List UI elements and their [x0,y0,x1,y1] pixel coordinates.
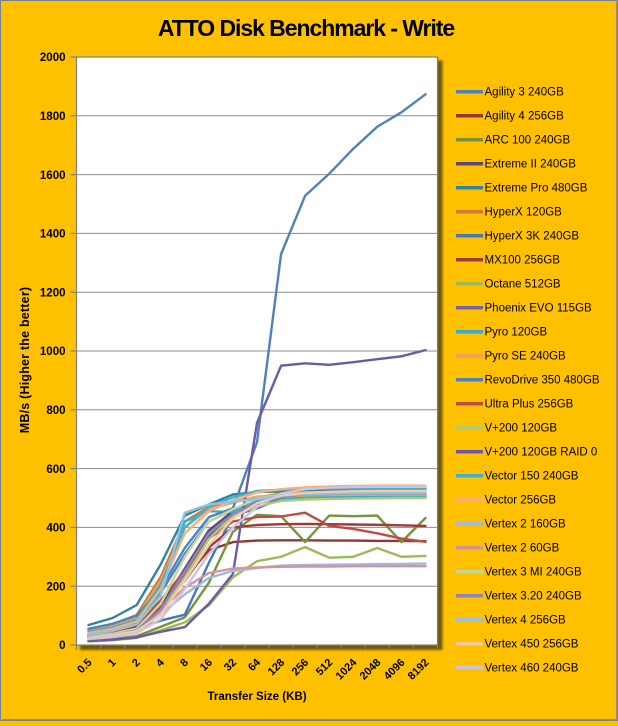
svg-text:Vertex 4 256GB: Vertex 4 256GB [485,615,567,627]
svg-text:Extreme II 240GB: Extreme II 240GB [485,159,577,171]
svg-text:Vertex 3.20 240GB: Vertex 3.20 240GB [485,591,583,603]
svg-text:0: 0 [59,640,65,652]
svg-text:800: 800 [46,405,65,417]
svg-text:1000: 1000 [40,346,66,358]
svg-text:200: 200 [46,581,65,593]
svg-text:Agility 3 240GB: Agility 3 240GB [485,87,565,99]
svg-text:V+200 120GB: V+200 120GB [485,423,558,435]
svg-text:Vertex 2 160GB: Vertex 2 160GB [485,519,567,531]
svg-text:HyperX 120GB: HyperX 120GB [485,207,563,219]
svg-text:Vertex 450 256GB: Vertex 450 256GB [485,639,579,651]
svg-text:1600: 1600 [40,170,66,182]
svg-text:ARC 100 240GB: ARC 100 240GB [485,135,571,147]
svg-text:RevoDrive 350 480GB: RevoDrive 350 480GB [485,375,600,387]
svg-text:Extreme Pro 480GB: Extreme Pro 480GB [485,183,588,195]
svg-text:ATTO Disk Benchmark - Write: ATTO Disk Benchmark - Write [158,15,455,41]
svg-text:Vector 150 240GB: Vector 150 240GB [485,471,579,483]
svg-text:Transfer Size (KB): Transfer Size (KB) [207,691,306,703]
svg-text:Vertex 3 MI 240GB: Vertex 3 MI 240GB [485,567,582,579]
svg-text:1400: 1400 [40,229,66,241]
svg-text:Octane 512GB: Octane 512GB [485,279,561,291]
svg-text:1800: 1800 [40,111,66,123]
svg-text:MB/s (Higher the better): MB/s (Higher the better) [18,287,32,433]
svg-text:Phoenix EVO 115GB: Phoenix EVO 115GB [485,303,593,315]
svg-text:MX100 256GB: MX100 256GB [485,255,561,267]
svg-text:2000: 2000 [40,52,66,64]
svg-text:Vertex 2 60GB: Vertex 2 60GB [485,543,560,555]
svg-text:HyperX 3K 240GB: HyperX 3K 240GB [485,231,580,243]
svg-text:400: 400 [46,523,65,535]
svg-text:V+200 120GB RAID 0: V+200 120GB RAID 0 [485,447,598,459]
svg-text:Pyro SE 240GB: Pyro SE 240GB [485,351,567,363]
svg-text:Vector 256GB: Vector 256GB [485,495,557,507]
svg-text:Ultra Plus 256GB: Ultra Plus 256GB [485,399,574,411]
svg-text:Pyro 120GB: Pyro 120GB [485,327,548,339]
svg-text:1200: 1200 [40,287,66,299]
svg-text:Vertex 460 240GB: Vertex 460 240GB [485,663,579,675]
svg-text:600: 600 [46,464,65,476]
svg-text:Agility 4 256GB: Agility 4 256GB [485,111,565,123]
